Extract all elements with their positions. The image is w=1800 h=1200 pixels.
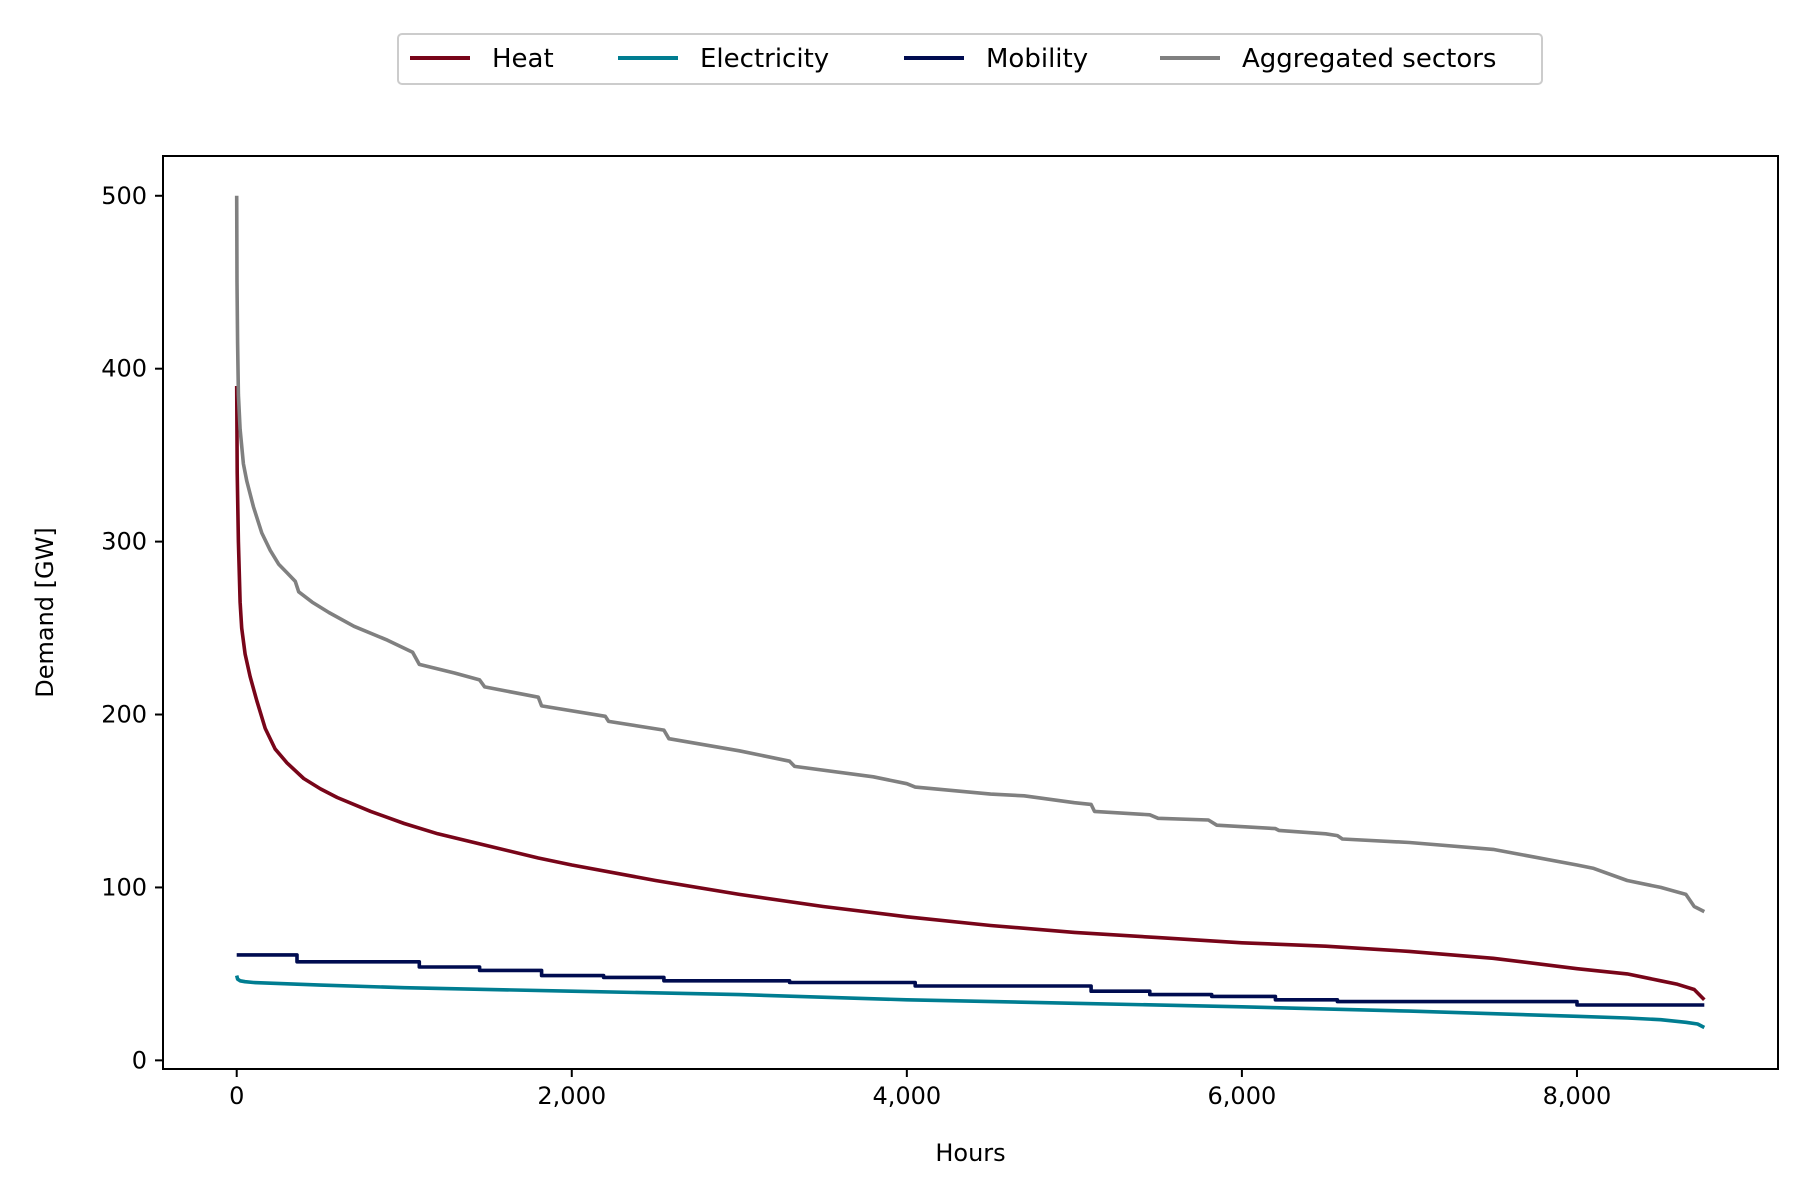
series-line-electricity <box>234 975 1706 1030</box>
legend: Heat Electricity Mobility Aggregated sector… <box>397 33 1543 85</box>
legend-box <box>397 33 1543 85</box>
legend-label: Mobility <box>986 44 1088 74</box>
x-axis-label: Hours <box>935 1139 1005 1167</box>
x-tick-label: 2,000 <box>537 1082 606 1110</box>
legend-label: Heat <box>492 44 554 74</box>
legend-label: Electricity <box>700 44 829 74</box>
y-tick-label: 100 <box>101 873 147 901</box>
x-tick-label: 6,000 <box>1208 1082 1277 1110</box>
y-tick-label: 300 <box>101 528 147 556</box>
legend-entry-aggregated-sectors: Aggregated sectors <box>1160 44 1496 74</box>
legend-entry-mobility: Mobility <box>904 44 1088 74</box>
x-tick-label: 8,000 <box>1543 1082 1612 1110</box>
x-axis: 0 2,000 4,000 6,000 8,000 <box>229 1069 1611 1110</box>
y-axis-label: Demand [GW] <box>31 527 59 697</box>
series-line-heat <box>234 385 1706 1002</box>
y-tick-label: 500 <box>101 182 147 210</box>
y-tick-label: 400 <box>101 355 147 383</box>
y-tick-label: 0 <box>132 1046 147 1074</box>
series-line-mobility <box>236 953 1705 1007</box>
series-line-aggregated-sectors <box>234 195 1706 914</box>
legend-label: Aggregated sectors <box>1242 44 1496 74</box>
x-tick-label: 4,000 <box>872 1082 941 1110</box>
legend-entry-electricity: Electricity <box>618 44 829 74</box>
y-tick-label: 200 <box>101 701 147 729</box>
plot-frame <box>162 155 1779 1070</box>
y-axis: 0 100 200 300 400 500 <box>101 182 163 1074</box>
series-layer <box>234 195 1706 1030</box>
x-tick-label: 0 <box>229 1082 244 1110</box>
legend-entry-heat: Heat <box>410 44 554 74</box>
